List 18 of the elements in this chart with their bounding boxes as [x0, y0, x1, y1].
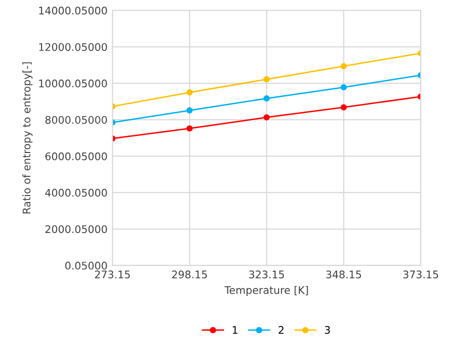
- y-tick-label: 12000.05000: [39, 43, 107, 51]
- x-tick-label: 298.15: [172, 270, 207, 278]
- x-tick-label: 373.15: [403, 270, 438, 278]
- y-tick-label: 0.05000: [65, 262, 107, 270]
- y-tick-label: 2000.05000: [45, 225, 107, 234]
- x-tick-label: 348.15: [326, 270, 361, 278]
- y-axis-title: Ratio of entropy to entropy[-]: [22, 62, 32, 214]
- y-tick-label: 4000.05000: [45, 188, 107, 197]
- x-tick-label: 273.15: [95, 270, 130, 278]
- legend-label: 3: [324, 326, 330, 334]
- y-tick-label: 14000.05000: [39, 6, 107, 15]
- y-tick-label: 8000.05000: [45, 116, 107, 124]
- y-tick-label: 6000.05000: [45, 152, 107, 160]
- legend-label: 2: [278, 326, 284, 334]
- y-tick-label: 10000.05000: [39, 80, 107, 88]
- x-tick-label: 323.15: [249, 270, 284, 278]
- x-axis-title: Temperature [K]: [224, 286, 308, 296]
- legend-label: 1: [232, 326, 238, 334]
